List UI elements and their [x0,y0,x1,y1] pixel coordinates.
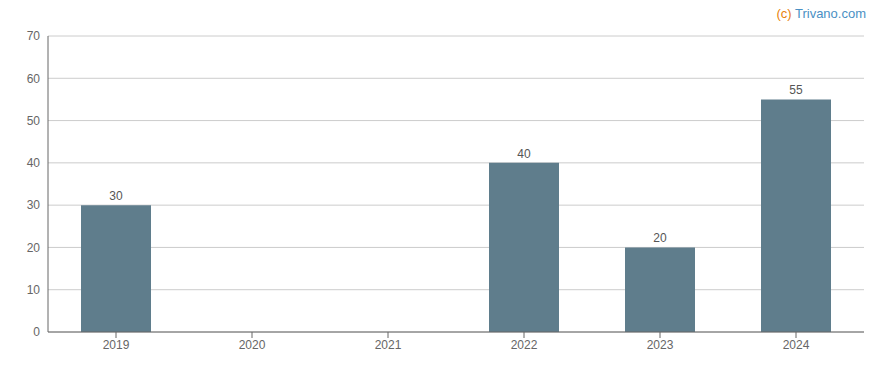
svg-text:2024: 2024 [783,338,810,352]
svg-text:30: 30 [109,189,123,203]
svg-text:30: 30 [27,198,41,212]
svg-text:40: 40 [517,147,531,161]
svg-text:0: 0 [33,325,40,339]
svg-text:50: 50 [27,114,41,128]
svg-text:2021: 2021 [375,338,402,352]
svg-text:40: 40 [27,156,41,170]
svg-text:10: 10 [27,283,41,297]
svg-text:2019: 2019 [103,338,130,352]
svg-text:20: 20 [653,231,667,245]
html-text:(c) Trivano.com: (c) Trivano.com [776,6,866,21]
svg-text:20: 20 [27,241,41,255]
svg-text:2022: 2022 [511,338,538,352]
svg-text:60: 60 [27,72,41,86]
svg-text:2023: 2023 [647,338,674,352]
svg-text:55: 55 [789,83,803,97]
svg-text:2020: 2020 [239,338,266,352]
svg-text:70: 70 [27,29,41,43]
